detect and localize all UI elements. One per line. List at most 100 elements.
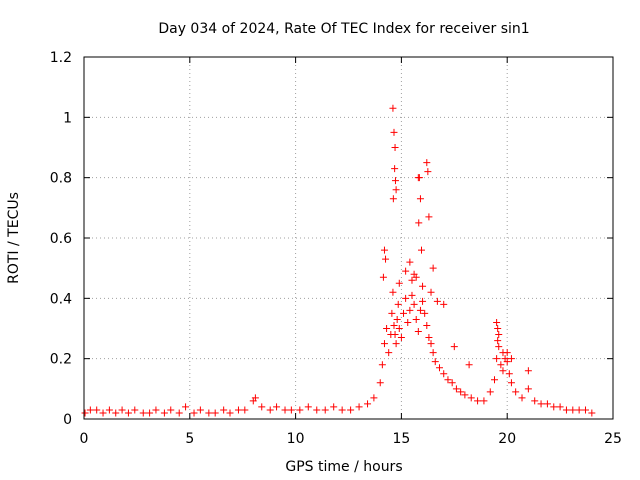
data-point (99, 409, 107, 417)
data-point (402, 267, 410, 275)
x-tick-label: 15 (392, 431, 410, 447)
data-point (404, 318, 412, 326)
data-point (410, 300, 418, 308)
data-point (499, 367, 507, 375)
data-point (146, 409, 154, 417)
y-tick-label: 0 (63, 412, 72, 428)
data-point (424, 168, 432, 176)
data-point (226, 409, 234, 417)
data-point (287, 406, 295, 414)
data-point (81, 409, 89, 417)
data-point (400, 309, 408, 317)
x-tick-label: 5 (185, 431, 194, 447)
data-point (364, 400, 372, 408)
data-point (493, 318, 501, 326)
x-tick-label: 25 (604, 431, 622, 447)
x-axis-label: GPS time / hours (285, 459, 402, 475)
data-point (389, 288, 397, 296)
data-point (448, 379, 456, 387)
data-point (258, 403, 266, 411)
data-point (491, 376, 499, 384)
x-tick-label: 0 (80, 431, 89, 447)
y-tick-label: 0.2 (50, 352, 72, 368)
data-point (211, 409, 219, 417)
data-point (425, 213, 433, 221)
data-point (383, 325, 391, 332)
data-point (167, 406, 175, 414)
chart-title: Day 034 of 2024, Rate Of TEC Index for r… (158, 21, 529, 37)
data-point (507, 379, 515, 387)
y-tick-label: 0.8 (50, 171, 72, 187)
data-point (390, 321, 398, 329)
data-point (408, 276, 416, 284)
data-point (537, 400, 545, 408)
data-point (370, 394, 378, 402)
data-point (391, 165, 399, 173)
data-points (81, 104, 596, 417)
data-point (251, 394, 259, 402)
data-point (385, 349, 393, 357)
data-point (391, 331, 399, 339)
y-tick-label: 1.2 (50, 50, 72, 66)
data-point (391, 177, 399, 185)
data-point (419, 282, 427, 290)
data-point (480, 397, 488, 405)
data-point (556, 403, 564, 411)
data-point (220, 406, 228, 414)
data-point (495, 331, 503, 339)
data-point (427, 340, 435, 348)
y-tick-label: 0.6 (50, 231, 72, 247)
data-point (416, 195, 424, 203)
data-point (412, 273, 420, 281)
data-point (416, 306, 424, 314)
data-point (389, 195, 397, 203)
data-point (379, 273, 387, 281)
axis-ticks: 0 0.2 0.4 0.6 0.8 1 1.2 0 5 10 15 20 25 (50, 50, 622, 447)
data-point (423, 321, 431, 329)
data-point (588, 409, 596, 417)
data-point (440, 300, 448, 308)
data-point (182, 403, 190, 411)
grid-lines (84, 57, 613, 419)
data-point (512, 388, 520, 396)
data-point (444, 376, 452, 384)
x-tick-label: 10 (287, 431, 305, 447)
data-point (402, 294, 410, 302)
data-point (518, 394, 526, 402)
data-point (467, 394, 475, 402)
data-point (281, 406, 289, 414)
data-point (531, 397, 539, 405)
data-point (543, 400, 551, 408)
data-point (321, 406, 329, 414)
data-point (234, 406, 242, 414)
data-point (418, 246, 426, 254)
data-point (431, 358, 439, 366)
data-point (429, 264, 437, 272)
data-point (296, 406, 304, 414)
data-point (392, 340, 400, 348)
data-point (395, 325, 403, 332)
data-point (406, 306, 414, 314)
data-point (495, 343, 503, 351)
data-point (175, 409, 183, 417)
data-point (569, 406, 577, 414)
data-point (391, 144, 399, 151)
data-point (433, 297, 441, 305)
data-point (503, 358, 511, 366)
data-point (190, 409, 198, 417)
data-point (524, 385, 532, 393)
data-point (380, 340, 388, 348)
data-point (124, 409, 132, 417)
data-point (494, 337, 502, 345)
data-point (452, 385, 460, 393)
data-point (507, 355, 515, 363)
data-point (205, 409, 213, 417)
data-point (355, 403, 363, 411)
data-point (497, 361, 505, 369)
data-point (394, 300, 402, 308)
data-point (474, 397, 482, 405)
data-point (196, 406, 204, 414)
data-point (575, 406, 583, 414)
data-point (152, 406, 160, 414)
